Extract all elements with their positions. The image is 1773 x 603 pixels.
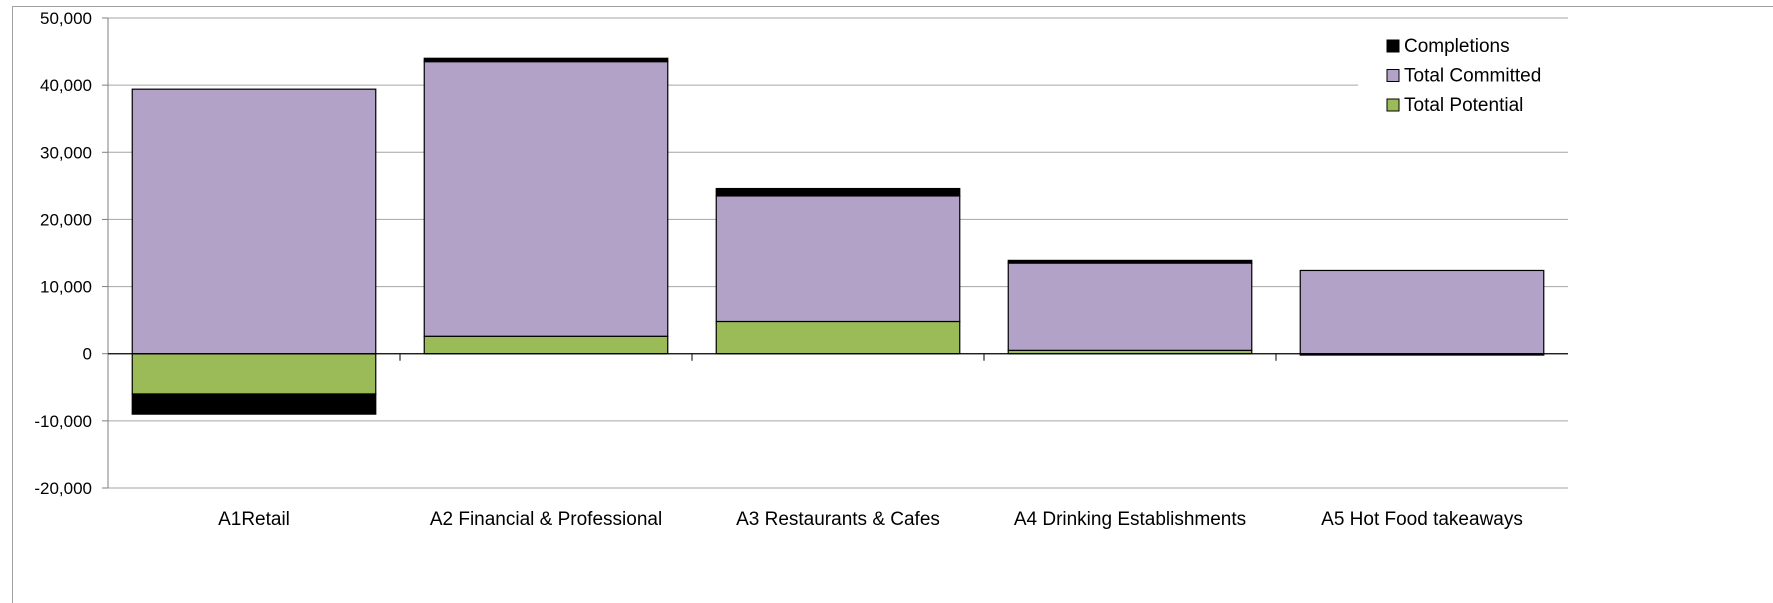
y-tick-label: 20,000 <box>40 210 92 229</box>
bar-segment <box>423 61 669 337</box>
legend-label: Completions <box>1404 36 1510 57</box>
y-tick-label: 50,000 <box>40 9 92 28</box>
category-label: A1Retail <box>218 509 290 530</box>
bar-segment <box>1299 269 1545 355</box>
y-tick-label: 0 <box>83 345 92 364</box>
legend-swatch <box>1386 98 1400 112</box>
y-tick-label: 40,000 <box>40 76 92 95</box>
y-tick-label: 30,000 <box>40 143 92 162</box>
bar-segment <box>715 187 961 197</box>
bar-segment <box>423 335 669 355</box>
y-tick-label: -20,000 <box>34 479 92 498</box>
bar-segment <box>131 353 377 395</box>
bars <box>131 57 1545 415</box>
bar-segment <box>131 88 377 355</box>
category-label: A2 Financial & Professional <box>430 509 662 530</box>
axes <box>107 18 1568 488</box>
legend: Completions Total Committed Total Potentia… <box>1386 36 1541 116</box>
category-label: A4 Drinking Establishments <box>1014 509 1246 530</box>
bar-segment <box>715 195 961 323</box>
legend-swatch <box>1386 69 1400 82</box>
y-tick-label: 10,000 <box>40 278 92 297</box>
y-tick-label: -10,000 <box>34 412 92 431</box>
bar-segment <box>131 393 377 415</box>
legend-label: Total Potential <box>1404 95 1523 116</box>
x-axis-labels: A1Retail A2 Financial & Professional A3 Re… <box>218 509 1523 530</box>
bar-segment <box>1007 262 1253 351</box>
category-label: A5 Hot Food takeaways <box>1321 509 1523 530</box>
chart-frame <box>12 6 1773 603</box>
legend-label: Total Committed <box>1404 66 1541 87</box>
bar-segment <box>423 57 669 63</box>
category-label: A3 Restaurants & Cafes <box>736 509 940 530</box>
bar-segment <box>715 320 961 355</box>
bar-segment <box>1007 259 1253 264</box>
legend-swatch <box>1386 39 1400 53</box>
y-axis-ticks: 50,000 40,000 30,000 20,000 10,000 0 -10,000 -2… <box>34 9 108 498</box>
